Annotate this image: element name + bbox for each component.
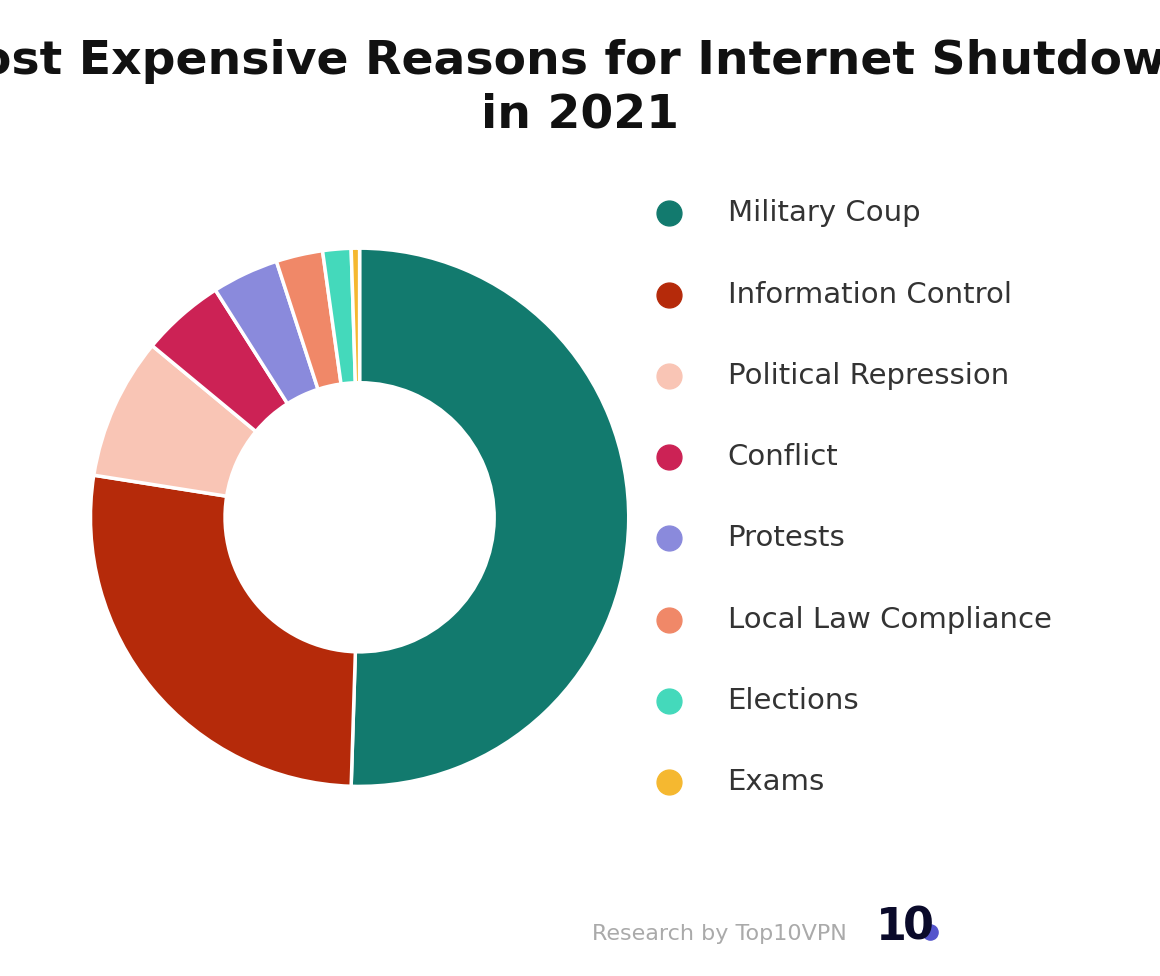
Text: Political Repression: Political Repression [727, 362, 1009, 389]
Text: Elections: Elections [727, 687, 860, 714]
Text: 0: 0 [902, 906, 934, 949]
Wedge shape [276, 251, 341, 389]
Text: Most Expensive Reasons for Internet Shutdowns
in 2021: Most Expensive Reasons for Internet Shut… [0, 39, 1160, 138]
Point [660, 693, 679, 709]
Text: Exams: Exams [727, 768, 825, 796]
Text: 1: 1 [876, 906, 907, 949]
Point [660, 287, 679, 303]
Point [660, 531, 679, 547]
Text: Protests: Protests [727, 524, 846, 552]
Text: Conflict: Conflict [727, 443, 839, 471]
Wedge shape [322, 248, 355, 384]
Point [660, 206, 679, 222]
Text: Research by Top10VPN: Research by Top10VPN [592, 924, 847, 944]
Point [920, 924, 938, 940]
Point [660, 368, 679, 384]
Wedge shape [216, 262, 318, 404]
Wedge shape [94, 346, 256, 496]
Text: Information Control: Information Control [727, 281, 1012, 308]
Text: Military Coup: Military Coup [727, 199, 920, 227]
Wedge shape [351, 248, 360, 383]
Wedge shape [90, 475, 355, 787]
Point [660, 449, 679, 465]
Wedge shape [351, 248, 629, 787]
Text: Local Law Compliance: Local Law Compliance [727, 606, 1051, 633]
Point [660, 774, 679, 790]
Point [660, 612, 679, 628]
Wedge shape [152, 290, 288, 431]
